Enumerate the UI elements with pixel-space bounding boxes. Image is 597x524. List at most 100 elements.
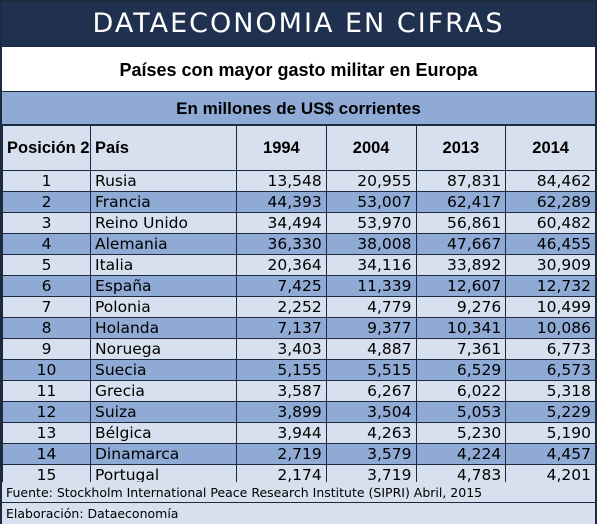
rank-cell: 7 <box>2 296 91 318</box>
table-row: 2 Francia 44,393 53,007 62,417 62,289 <box>2 191 596 213</box>
value-cell: 62,289 <box>505 191 596 213</box>
value-cell: 34,494 <box>236 212 327 234</box>
value-cell: 30,909 <box>505 254 596 276</box>
value-cell: 3,587 <box>236 380 327 402</box>
header-rank: Posición 2014 <box>2 125 91 171</box>
value-cell: 3,403 <box>236 338 327 360</box>
table-row: 14 Dinamarca 2,719 3,579 4,224 4,457 <box>2 443 596 465</box>
value-cell: 20,955 <box>325 170 417 192</box>
value-cell: 36,330 <box>236 233 327 255</box>
value-cell: 4,201 <box>505 464 596 486</box>
value-cell: 7,425 <box>236 275 327 297</box>
rank-cell: 13 <box>2 422 91 444</box>
value-cell: 4,263 <box>325 422 417 444</box>
value-cell: 7,361 <box>415 338 507 360</box>
rank-cell: 5 <box>2 254 91 276</box>
value-cell: 9,377 <box>325 317 417 339</box>
value-cell: 87,831 <box>415 170 507 192</box>
value-cell: 46,455 <box>505 233 596 255</box>
header-year-2014: 2014 <box>505 125 596 171</box>
table-row: 7 Polonia 2,252 4,779 9,276 10,499 <box>2 296 596 318</box>
value-cell: 12,732 <box>505 275 596 297</box>
value-cell: 60,482 <box>505 212 596 234</box>
value-cell: 4,783 <box>415 464 507 486</box>
table-row: 10 Suecia 5,155 5,515 6,529 6,573 <box>2 359 596 381</box>
country-cell: Noruega <box>90 338 237 360</box>
header-year-2013: 2013 <box>415 125 507 171</box>
rank-cell: 4 <box>2 233 91 255</box>
value-cell: 6,573 <box>505 359 596 381</box>
value-cell: 33,892 <box>415 254 507 276</box>
value-cell: 34,116 <box>325 254 417 276</box>
rank-cell: 9 <box>2 338 91 360</box>
table-row: 1 Rusia 13,548 20,955 87,831 84,462 <box>2 170 596 192</box>
table-row: 4 Alemania 36,330 38,008 47,667 46,455 <box>2 233 596 255</box>
value-cell: 10,499 <box>505 296 596 318</box>
table-row: 11 Grecia 3,587 6,267 6,022 5,318 <box>2 380 596 402</box>
value-cell: 3,579 <box>325 443 417 465</box>
country-cell: España <box>90 275 237 297</box>
header-country: País <box>90 125 237 171</box>
value-cell: 44,393 <box>236 191 327 213</box>
value-cell: 2,719 <box>236 443 327 465</box>
table-row: 8 Holanda 7,137 9,377 10,341 10,086 <box>2 317 596 339</box>
value-cell: 5,155 <box>236 359 327 381</box>
value-cell: 12,607 <box>415 275 507 297</box>
banner-title: DATAECONOMIA EN CIFRAS <box>2 2 595 46</box>
rank-cell: 8 <box>2 317 91 339</box>
value-cell: 9,276 <box>415 296 507 318</box>
value-cell: 3,944 <box>236 422 327 444</box>
table-title: Países con mayor gasto militar en Europa <box>2 46 595 92</box>
country-cell: Bélgica <box>90 422 237 444</box>
value-cell: 84,462 <box>505 170 596 192</box>
country-cell: Alemania <box>90 233 237 255</box>
table-row: 9 Noruega 3,403 4,887 7,361 6,773 <box>2 338 596 360</box>
rank-cell: 2 <box>2 191 91 213</box>
value-cell: 38,008 <box>325 233 417 255</box>
value-cell: 7,137 <box>236 317 327 339</box>
country-cell: Francia <box>90 191 237 213</box>
table-row: 6 España 7,425 11,339 12,607 12,732 <box>2 275 596 297</box>
country-cell: Holanda <box>90 317 237 339</box>
value-cell: 5,230 <box>415 422 507 444</box>
military-spending-table: Posición 2014 País 1994 2004 2013 2014 1… <box>2 125 596 486</box>
value-cell: 5,229 <box>505 401 596 423</box>
value-cell: 6,022 <box>415 380 507 402</box>
value-cell: 13,548 <box>236 170 327 192</box>
country-cell: Polonia <box>90 296 237 318</box>
value-cell: 20,364 <box>236 254 327 276</box>
rank-cell: 3 <box>2 212 91 234</box>
table-row: 12 Suiza 3,899 3,504 5,053 5,229 <box>2 401 596 423</box>
table-row: 15 Portugal 2,174 3,719 4,783 4,201 <box>2 464 596 486</box>
rank-cell: 12 <box>2 401 91 423</box>
table-body: 1 Rusia 13,548 20,955 87,831 84,462 2 Francia 44… <box>2 170 596 486</box>
rank-cell: 14 <box>2 443 91 465</box>
value-cell: 10,341 <box>415 317 507 339</box>
country-cell: Reino Unido <box>90 212 237 234</box>
rank-cell: 6 <box>2 275 91 297</box>
table-row: 5 Italia 20,364 34,116 33,892 30,909 <box>2 254 596 276</box>
rank-cell: 15 <box>2 464 91 486</box>
value-cell: 6,773 <box>505 338 596 360</box>
country-cell: Italia <box>90 254 237 276</box>
header-year-1994: 1994 <box>236 125 327 171</box>
value-cell: 3,504 <box>325 401 417 423</box>
table-row: 3 Reino Unido 34,494 53,970 56,861 60,482 <box>2 212 596 234</box>
value-cell: 53,007 <box>325 191 417 213</box>
country-cell: Dinamarca <box>90 443 237 465</box>
table-row: 13 Bélgica 3,944 4,263 5,230 5,190 <box>2 422 596 444</box>
value-cell: 5,190 <box>505 422 596 444</box>
value-cell: 56,861 <box>415 212 507 234</box>
value-cell: 4,457 <box>505 443 596 465</box>
rank-cell: 10 <box>2 359 91 381</box>
source-note: Fuente: Stockholm International Peace Re… <box>2 482 595 503</box>
rank-cell: 1 <box>2 170 91 192</box>
credit-note: Elaboración: Dataeconomía <box>2 503 595 524</box>
country-cell: Suecia <box>90 359 237 381</box>
header-year-2004: 2004 <box>325 125 417 171</box>
value-cell: 6,267 <box>325 380 417 402</box>
value-cell: 4,779 <box>325 296 417 318</box>
country-cell: Suiza <box>90 401 237 423</box>
country-cell: Grecia <box>90 380 237 402</box>
